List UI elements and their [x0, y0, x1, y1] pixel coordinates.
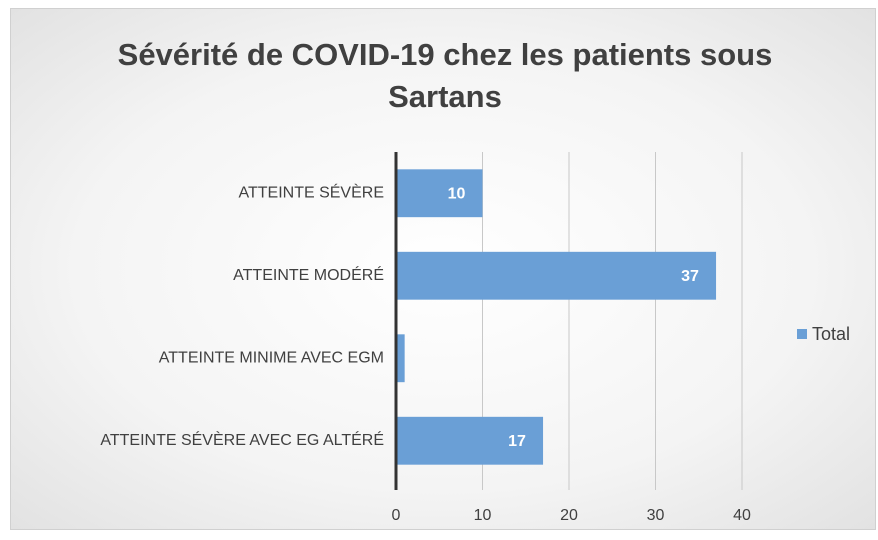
x-tick-label: 40 [733, 507, 751, 524]
data-label: 10 [448, 185, 466, 202]
y-tick-label: ATTEINTE MINIME AVEC EGM [159, 349, 384, 366]
chart-title: Sévérité de COVID-19 chez les patients s… [117, 37, 773, 114]
bar [396, 169, 483, 218]
bar [396, 334, 405, 383]
x-tick-label: 0 [392, 507, 401, 524]
bar [396, 416, 544, 465]
y-tick-label: ATTEINTE SÉVÈRE [238, 182, 384, 201]
legend-label: Total [812, 324, 850, 344]
data-label: 37 [681, 268, 699, 285]
x-tick-label: 20 [560, 507, 578, 524]
bar [396, 251, 717, 300]
y-tick-label: ATTEINTE SÉVÈRE AVEC EG ALTÉRÉ [100, 430, 384, 449]
data-label: 17 [508, 433, 526, 450]
y-tick-label: ATTEINTE MODÉRÉ [233, 265, 384, 284]
x-tick-label: 10 [474, 507, 492, 524]
legend-swatch [797, 329, 807, 339]
x-tick-label: 30 [647, 507, 665, 524]
